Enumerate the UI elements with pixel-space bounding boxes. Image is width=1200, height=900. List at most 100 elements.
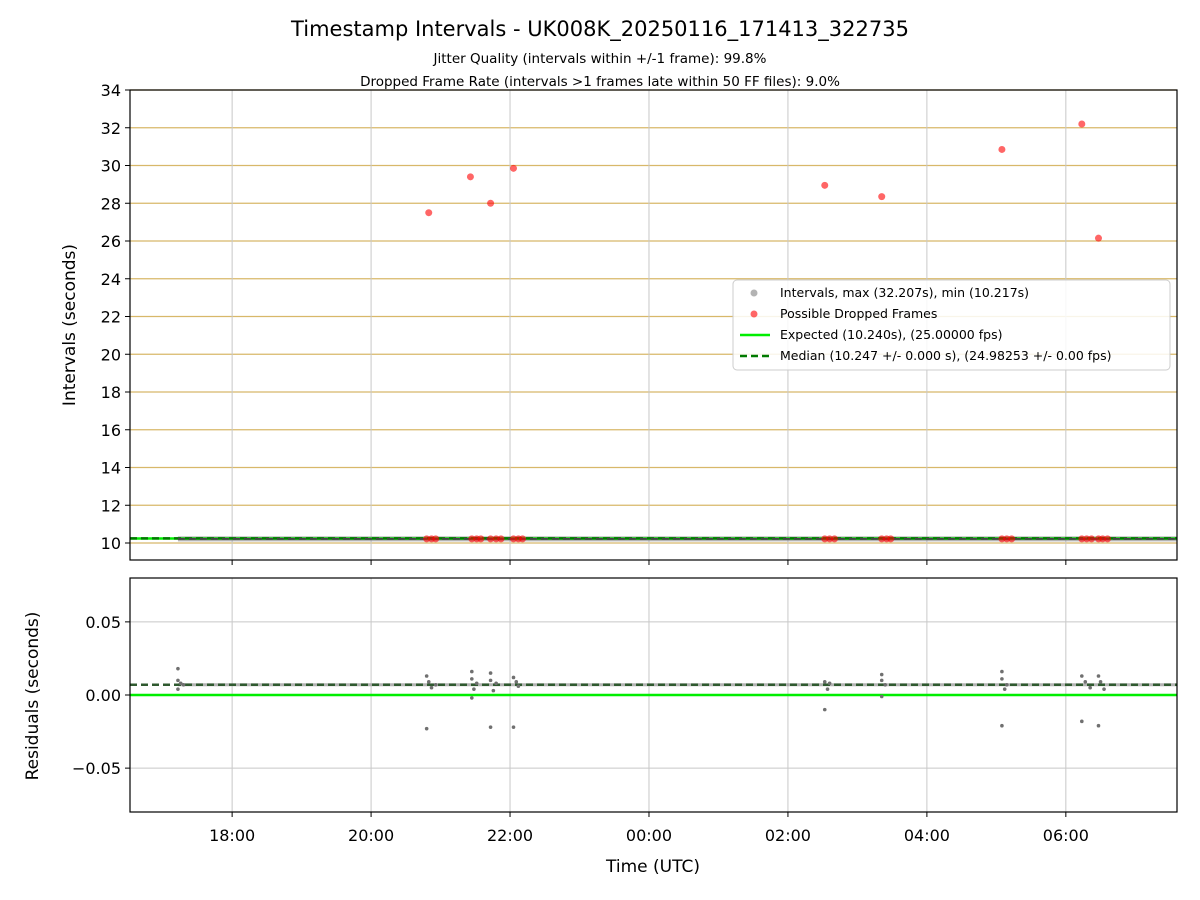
residual-point [1083,680,1088,684]
top-ytick-label: 32 [101,119,121,138]
dropped-frame-point [423,535,431,543]
residual-point [488,671,493,675]
dropped-frame-point [878,535,886,543]
dropped-frame-point [998,145,1006,153]
dropped-frame-point [519,535,527,543]
dropped-frame-point [826,535,834,543]
residual-point [1004,682,1009,687]
residual-point [879,678,884,683]
dropped-frame-point [878,193,886,201]
dropped-frame-point [1078,120,1086,128]
residual-point [827,681,832,686]
dropped-frame-point [1078,535,1086,543]
residual-point [470,677,474,681]
dropped-frame-point [1094,234,1102,242]
x-tick-label: 02:00 [765,826,811,845]
residual-point [879,694,884,699]
residual-point [1096,674,1101,678]
bottom-y-axis-label: Residuals (seconds) [23,612,43,781]
legend-label-median: Median (10.247 +/- 0.000 s), (24.98253 +… [780,348,1111,363]
residual-point [825,687,830,691]
bottom-ytick-label: 0.00 [85,686,121,705]
top-axes-frame [129,89,1178,561]
dropped-frame-point [1083,535,1091,543]
x-tick-label: 18:00 [209,826,255,845]
top-y-axis-label: Intervals (seconds) [60,244,80,406]
dropped-frame-point [1008,535,1016,543]
residual-point [472,687,476,691]
residual-point [424,674,429,678]
dropped-frame-point [487,535,495,543]
dropped-frame-point [492,535,500,543]
residual-point [1080,674,1084,678]
residual-point [1096,723,1101,728]
top-ytick-label: 34 [101,81,121,100]
x-tick-label: 06:00 [1043,826,1089,845]
residuals-panel: 0.05 0.00 −0.05 18:00 20:00 22:00 00:00 02:00 04… [72,577,1178,845]
bottom-ytick-label: −0.05 [72,759,121,778]
residual-point [429,685,434,690]
legend-marker-intervals [750,289,758,297]
residual-point [176,678,180,683]
top-ytick-label: 18 [101,383,121,402]
x-tick-label: 04:00 [904,826,950,845]
residual-point [426,680,431,684]
residual-point [1080,719,1084,724]
top-ytick-label: 30 [101,157,121,176]
top-ytick-label: 10 [101,534,121,553]
chart-subtitle-jitter: Jitter Quality (intervals within +/-1 fr… [433,51,767,67]
residual-point [176,666,180,671]
residual-point [470,696,474,700]
dropped-frame-point [821,535,829,543]
residual-point [181,682,186,687]
residual-point [488,678,493,683]
top-ytick-label: 14 [101,459,121,478]
residual-point [494,681,498,686]
residual-point [879,672,884,677]
x-tick-label: 00:00 [626,826,672,845]
residual-point [822,707,827,712]
chart-title: Timestamp Intervals - UK008K_20250116_17… [290,17,909,42]
residual-point [883,682,888,687]
x-tick-label: 20:00 [348,826,394,845]
residual-point [433,682,438,687]
top-ytick-label: 12 [101,496,121,515]
top-ytick-label: 26 [101,232,121,251]
dropped-frame-point [1104,535,1112,543]
top-ytick-label: 28 [101,194,121,213]
residual-point [511,675,516,680]
residual-point [178,681,183,686]
residual-point [1098,680,1103,684]
legend: Intervals, max (32.207s), min (10.217s) … [732,279,1171,371]
dropped-frame-point [887,535,895,543]
residual-point [514,680,519,684]
residual-point [1102,687,1106,691]
dropped-frame-point [477,535,485,543]
legend-label-dropped: Possible Dropped Frames [780,306,937,321]
residual-point [474,681,479,686]
residual-point [1000,669,1004,674]
legend-label-intervals: Intervals, max (32.207s), min (10.217s) [780,285,1029,300]
residual-point [822,680,827,684]
residual-point [470,669,474,674]
dropped-frame-point [1088,535,1096,543]
x-tick-label: 22:00 [487,826,533,845]
dropped-frame-point [998,535,1006,543]
x-axis-label: Time (UTC) [605,857,700,877]
legend-label-expected: Expected (10.240s), (25.00000 fps) [780,327,1002,342]
bottom-axes-frame [129,577,1178,813]
residual-point [491,688,496,693]
top-ytick-label: 24 [101,270,121,289]
dropped-frame-point [510,535,518,543]
dropped-frame-point [487,199,495,207]
residual-point [1002,687,1007,691]
residual-point [1088,685,1092,690]
residual-point [1000,677,1004,681]
residual-point [176,687,180,691]
dropped-frame-point [425,209,433,217]
dropped-frame-point [468,535,476,543]
top-ytick-label: 16 [101,421,121,440]
dropped-frame-point [466,173,474,181]
